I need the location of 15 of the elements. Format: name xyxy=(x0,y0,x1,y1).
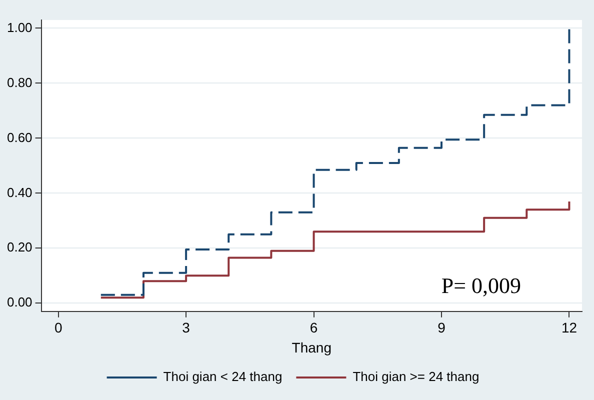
y-tick-label: 0.20 xyxy=(6,240,32,255)
annotation: P= 0,009 xyxy=(441,273,522,298)
x-tick-label: 12 xyxy=(561,320,578,336)
y-tick-label: 0.40 xyxy=(6,184,32,200)
x-axis-title: Thang xyxy=(292,339,332,356)
y-tick-label: 0.60 xyxy=(6,130,32,145)
x-tick-label: 0 xyxy=(54,320,62,336)
x-tick-label: 6 xyxy=(310,320,318,336)
x-tick-label: 3 xyxy=(182,320,190,336)
y-tick-label: 0.80 xyxy=(6,74,32,90)
legend-label: Thoi gian < 24 thang xyxy=(163,369,282,384)
legend-label: Thoi gian >= 24 thang xyxy=(352,369,480,384)
y-tick-label: 0.00 xyxy=(6,294,32,310)
x-tick-label: 9 xyxy=(438,320,446,336)
y-tick-label: 1.00 xyxy=(6,20,32,35)
